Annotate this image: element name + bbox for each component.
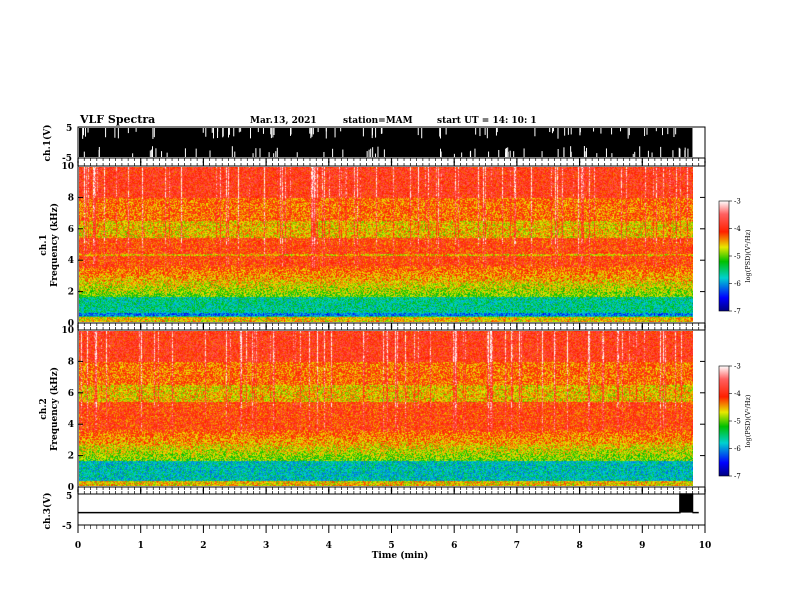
ch3-waveform-line	[78, 493, 694, 514]
colorbar-tick-label: -4	[734, 390, 741, 398]
freq-tick-label: 6	[68, 389, 74, 399]
freq-tick-label: 4	[68, 420, 74, 430]
freq-tick-label: 2	[68, 288, 74, 298]
ch3-waveform-ylabel: ch.3(V)	[42, 493, 53, 530]
ch3-waveform-trace	[78, 493, 699, 514]
time-tick-label: 0	[75, 541, 81, 551]
ch1-colorbar-label: log(PSD)(V²/Hz)	[744, 229, 752, 282]
ch1-ytick-top: 5	[66, 124, 72, 134]
freq-tick-label: 8	[68, 357, 74, 367]
ch2-spectrogram-ylabel-bottom: Frequency (kHz)	[49, 367, 60, 451]
freq-tick-label: 4	[68, 256, 74, 266]
ch1-waveform-trace	[79, 128, 693, 157]
colorbar-tick-label: -4	[734, 225, 741, 233]
time-tick-label: 5	[388, 541, 394, 551]
time-tick-label: 2	[200, 541, 206, 551]
colorbar-tick-label: -6	[734, 280, 741, 288]
freq-tick-label: 10	[61, 326, 74, 336]
figure-title: VLF Spectra	[79, 113, 155, 126]
time-axis: 0 1 2 3 4 5 6 7 8 9 10	[75, 525, 711, 551]
ch3-ytick-bottom: -5	[62, 522, 72, 532]
ch2-colorbar-label: log(PSD)(V²/Hz)	[744, 394, 752, 447]
freq-tick-label: 0	[68, 483, 74, 493]
colorbar-tick-label: -7	[734, 308, 741, 316]
time-tick-label: 10	[699, 541, 712, 551]
time-tick-label: 9	[639, 541, 645, 551]
time-tick-label: 7	[514, 541, 520, 551]
ch2-spectrogram-image	[79, 331, 693, 486]
colorbar-tick-label: -6	[734, 445, 741, 453]
ch1-spectrogram-image	[79, 167, 693, 322]
ch3-ytick-top: 5	[66, 492, 72, 502]
ch1-colorbar-ticks: -3 -4 -5 -6 -7	[729, 198, 741, 316]
time-tick-rows	[77, 158, 706, 494]
freq-tick-label: 10	[61, 162, 74, 172]
ch1-ytick-bottom: -5	[62, 154, 72, 164]
date-label: Mar.13, 2021	[250, 116, 317, 126]
ch2-spectrogram-ylabel-top: ch.2	[39, 398, 49, 419]
colorbar-tick-label: -3	[734, 363, 741, 371]
time-tick-label: 1	[138, 541, 144, 551]
ch1-spectrogram-ylabel-bottom: Frequency (kHz)	[49, 203, 60, 287]
ch2-spectrogram-yticks: 0 2 4 6 8 10	[61, 326, 705, 493]
colorbar-tick-label: -5	[734, 253, 741, 261]
time-tick-label: 6	[451, 541, 457, 551]
time-tick-label: 4	[326, 541, 332, 551]
start-time-label: start UT = 14: 10: 1	[437, 116, 537, 126]
freq-tick-label: 6	[68, 225, 74, 235]
time-tick-label: 8	[576, 541, 582, 551]
freq-tick-label: 8	[68, 193, 74, 203]
freq-tick-label: 2	[68, 452, 74, 462]
ch2-spectrogram-panel: 0 2 4 6 8 10 ch.2 Frequency (kHz)	[39, 326, 706, 493]
ch1-spectrogram-panel: 0 2 4 6 8 10 ch.1 Frequency (kHz)	[39, 162, 706, 329]
ch1-waveform-fill	[79, 128, 693, 157]
freq-tick-label: 0	[68, 319, 74, 329]
ch1-waveform-ylabel: ch.1(V)	[42, 125, 53, 162]
ch3-waveform-panel: 5 -5 ch.3(V)	[42, 492, 706, 532]
colorbar-tick-label: -3	[734, 198, 741, 206]
ch1-colorbar: -3 -4 -5 -6 -7 log(PSD)(V²/Hz)	[718, 198, 752, 316]
time-tick-label: 3	[263, 541, 269, 551]
ch2-colorbar: -3 -4 -5 -6 -7 log(PSD)(V²/Hz)	[718, 363, 752, 481]
colorbar-tick-label: -7	[734, 473, 741, 481]
ch1-spectrogram-ylabel-top: ch.1	[39, 234, 49, 255]
ch3-burst	[679, 494, 693, 513]
station-label: station=MAM	[343, 116, 413, 126]
ch1-spectrogram-yticks: 0 2 4 6 8 10	[61, 162, 705, 329]
time-axis-label: Time (min)	[372, 550, 429, 561]
colorbar-tick-label: -5	[734, 418, 741, 426]
ch1-waveform-panel: 5 -5 ch.1(V)	[42, 124, 706, 164]
ch2-colorbar-ticks: -3 -4 -5 -6 -7	[729, 363, 741, 481]
